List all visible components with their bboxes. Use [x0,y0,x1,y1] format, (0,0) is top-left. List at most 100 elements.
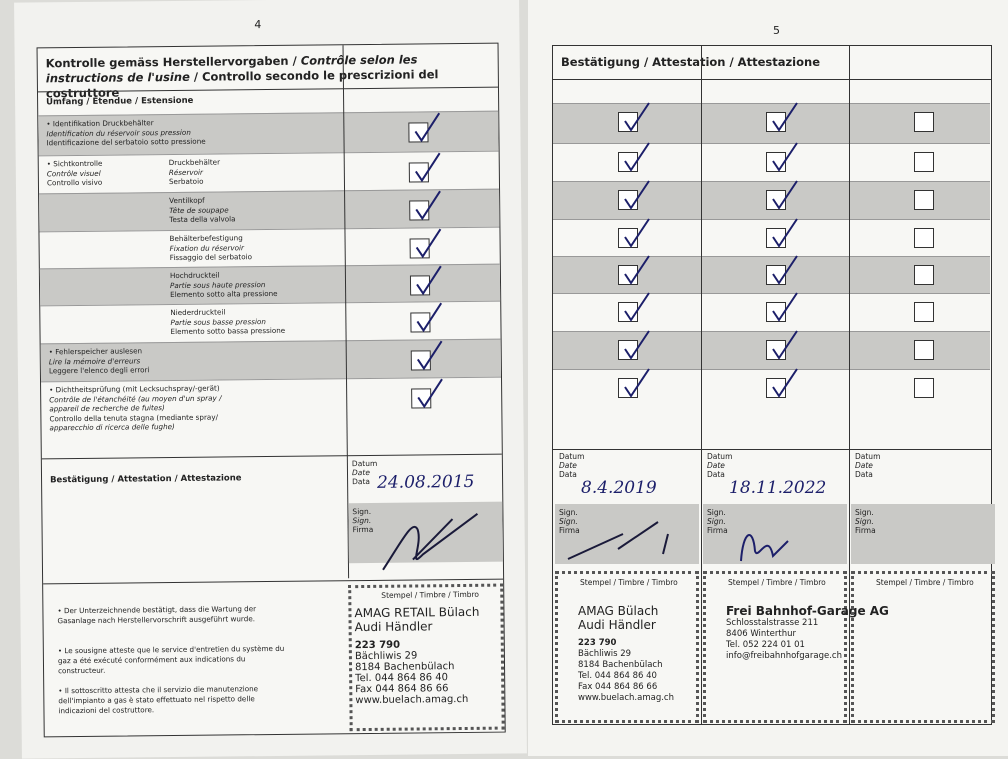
checkmark-icon [417,378,443,409]
checkbox[interactable] [766,142,798,172]
table-row [553,255,990,293]
checkbox[interactable] [618,180,650,210]
checkbox[interactable] [766,218,798,248]
signature [382,513,479,571]
attestation-table: Bestätigung / Attestation / Attestazione… [552,45,995,725]
checkbox[interactable] [914,265,934,285]
checkbox[interactable] [411,378,443,409]
stamp-box: Stempel / Timbre / Timbro Frei Bahnhof-G… [703,571,889,723]
table-row [553,330,990,369]
stamp-line: 8184 Bachenbülach [578,660,663,670]
sign-labels: Sign. Sign. Firma [352,506,374,535]
checkmark-icon [772,330,798,360]
checkbox[interactable] [410,340,443,371]
stamp-line: Audi Händler [354,619,433,635]
checkbox[interactable] [914,378,934,398]
checkmark-icon [772,142,798,172]
date-value: 18.11.2022 [729,478,827,498]
attestation-label: Bestätigung / Attestation / Attestazione [50,473,242,486]
stamp-line: AMAG Bülach [578,604,659,618]
stamp-line: Bächliwis 29 [578,649,632,659]
checkmark-icon [624,292,650,322]
signature [740,534,789,562]
sign-labels: Sign. Sign. Firma [707,508,728,535]
left-page: 4 Kontrolle gemäss Herstellervorgaben / … [14,0,527,759]
checkbox[interactable] [766,255,798,285]
page-number: 5 [773,24,780,37]
date-labels: Datum Date Data [707,452,733,479]
checkbox[interactable] [914,340,934,360]
stamp-line: www.buelach.amag.ch [355,693,469,707]
stamp-line: Audi Händler [578,618,656,632]
stamp: Frei Bahnhof-Garage AG Schlosstalstrasse … [726,604,906,662]
checkbox[interactable] [914,112,934,132]
checkbox[interactable] [914,190,934,210]
checkmark-icon [772,218,798,248]
sign-labels: Sign. Sign. Firma [855,508,876,535]
checkmark-icon [416,340,443,371]
stamp-line: Tel. 052 224 01 01 [726,640,805,650]
maintenance-check-table: Kontrolle gemäss Herstellervorgaben / Co… [36,42,506,738]
checkmark-icon [415,152,441,183]
stamp-line: info@freibahnhofgarage.ch [726,651,842,661]
page-number: 4 [254,18,262,32]
checkbox[interactable] [766,180,798,210]
checkbox[interactable] [618,102,650,132]
checkbox[interactable] [618,142,650,172]
checkbox[interactable] [409,228,442,259]
table-row: • Dichtheitsprüfung (mit Lecksuchspray/-… [41,376,502,459]
stamp-box: Stempel / Timbre / Timbro AMAG Bülach Aud… [555,571,699,723]
table-row [553,218,990,256]
page-title: Kontrolle gemäss Herstellervorgaben / Co… [45,52,439,101]
stamp-line: Schlosstalstrasse 211 [726,618,819,628]
checkmark-icon [772,255,798,285]
stamp-line: 223 790 [578,638,617,648]
checkbox[interactable] [618,218,650,248]
date-value: 8.4.2019 [581,478,657,498]
checkbox[interactable] [409,190,441,221]
table-row: Behälterbefestigung Fixation du réservoir… [39,226,500,269]
date-value: 24.08.2015 [376,471,475,493]
checkbox[interactable] [914,152,934,172]
checkmark-icon [624,368,650,398]
checkmark-icon [624,218,650,248]
checkbox[interactable] [408,112,441,143]
date-labels: Datum Date Data [855,452,881,479]
checkbox[interactable] [408,152,441,183]
table-row: Hochdruckteil Partie sous haute pression E… [39,263,501,306]
checkmark-icon [415,228,442,259]
checkmark-icon [772,292,798,322]
sign-labels: Sign. Sign. Firma [559,508,580,535]
checkbox[interactable] [618,368,650,398]
signature [567,521,669,560]
checkbox[interactable] [410,302,443,333]
checkmark-icon [416,302,443,333]
checkbox[interactable] [914,228,934,248]
table-row: • Fehlerspeicher auslesen Lire la mémoire… [40,338,501,382]
checkbox[interactable] [409,265,442,296]
checkbox[interactable] [618,292,650,322]
attestation-statement: • Il sottoscritto attesta che il servizi… [58,684,259,716]
checkmark-icon [414,112,441,143]
checkbox[interactable] [766,292,798,322]
stamp-line: 8406 Winterthur [726,629,796,639]
checkbox[interactable] [766,330,798,360]
checkbox[interactable] [766,368,798,398]
date-labels: Datum Date Data [559,452,585,479]
stamp-line: Tel. 044 864 86 40 [578,671,657,681]
table-row: • Identifikation Druckbehälter Identifica… [38,110,499,156]
table-row [553,292,990,331]
checkmark-icon [624,330,650,360]
stamp-line: www.buelach.amag.ch [578,693,674,703]
checkbox[interactable] [618,330,650,360]
checkmark-icon [416,265,442,296]
stamp-box: Stempel / Timbre / Timbro [851,571,995,723]
checkmark-icon [415,190,441,221]
attestation-statement: • Le sousigne atteste que le service d'e… [57,643,285,676]
page-title: Bestätigung / Attestation / Attestazione [561,55,821,69]
checkbox[interactable] [766,102,798,132]
scope-heading: Umfang / Étendue / Estensione [46,95,194,108]
checkbox[interactable] [618,255,650,285]
checkbox[interactable] [914,302,934,322]
table-row: • Sichtkontrolle Contrôle visuel Controllo… [38,150,500,194]
